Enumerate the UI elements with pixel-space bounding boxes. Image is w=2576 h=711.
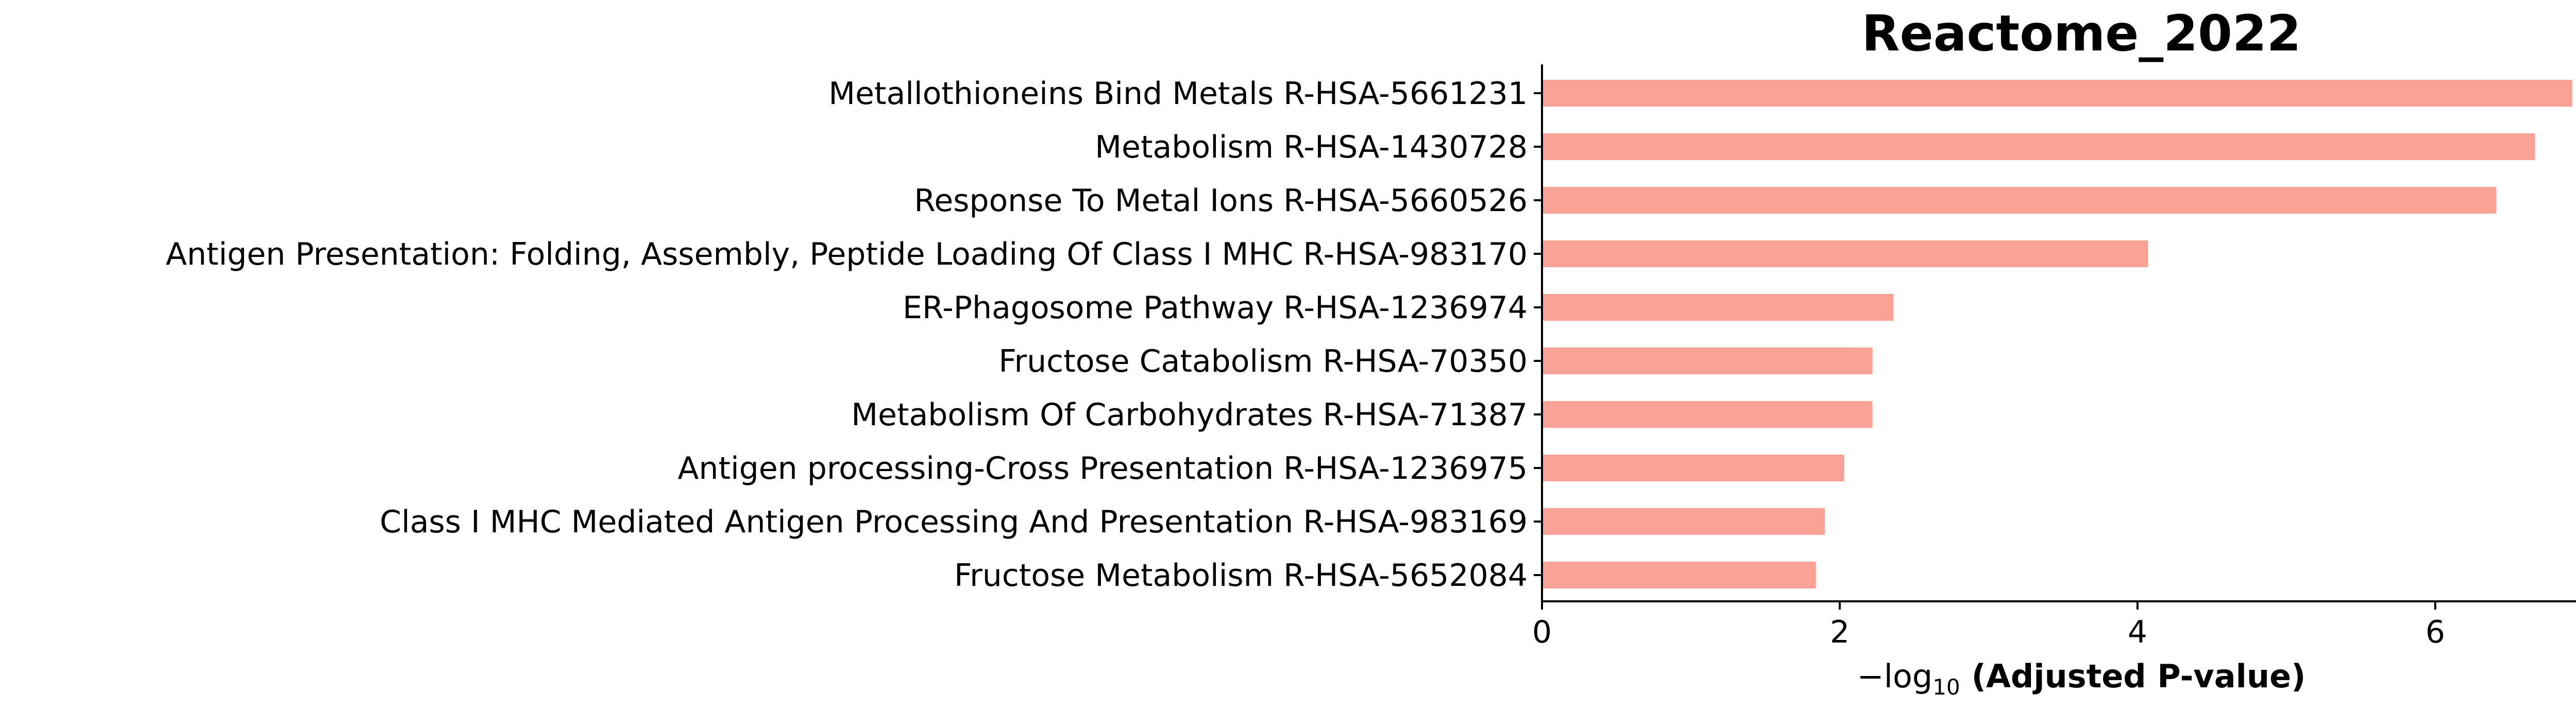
- bar-7: [1542, 455, 1844, 481]
- category-label-6: Metabolism Of Carbohydrates R-HSA-71387: [851, 397, 1528, 433]
- bar-5: [1542, 348, 1873, 374]
- bar-3: [1542, 240, 2148, 267]
- chart-title: Reactome_2022: [1862, 5, 2301, 62]
- category-label-9: Fructose Metabolism R-HSA-5652084: [954, 558, 1528, 594]
- bars-group: [1542, 80, 2572, 588]
- bar-0: [1542, 80, 2572, 107]
- x-tick-label-1: 2: [1830, 614, 1850, 650]
- bar-4: [1542, 294, 1893, 321]
- category-label-5: Fructose Catabolism R-HSA-70350: [998, 343, 1528, 379]
- x-axis-label-subscript: 10: [1933, 674, 1960, 700]
- bar-6: [1542, 401, 1873, 428]
- category-label-4: ER-Phagosome Pathway R-HSA-1236974: [903, 290, 1528, 326]
- x-axis-label: −log10 (Adjusted P-value): [1857, 657, 2306, 700]
- bar-1: [1542, 133, 2535, 160]
- category-label-3: Antigen Presentation: Folding, Assembly,…: [166, 236, 1528, 272]
- category-label-1: Metabolism R-HSA-1430728: [1095, 129, 1528, 165]
- x-axis-label-prefix: −log: [1857, 657, 1933, 695]
- x-tick-label-2: 4: [2128, 614, 2147, 650]
- x-axis-label-bold: (Adjusted P-value): [1972, 657, 2306, 695]
- bar-2: [1542, 187, 2497, 214]
- category-label-8: Class I MHC Mediated Antigen Processing …: [380, 504, 1528, 540]
- category-label-7: Antigen processing-Cross Presentation R-…: [677, 450, 1528, 487]
- category-labels-group: Metallothioneins Bind Metals R-HSA-56612…: [166, 76, 1542, 594]
- category-label-0: Metallothioneins Bind Metals R-HSA-56612…: [828, 76, 1528, 112]
- bar-8: [1542, 508, 1825, 535]
- x-ticks-group: 0 2 4 6: [1532, 601, 2445, 650]
- x-tick-label-3: 6: [2426, 614, 2445, 650]
- x-tick-label-0: 0: [1532, 614, 1552, 650]
- category-label-2: Response To Metal Ions R-HSA-5660526: [914, 183, 1528, 219]
- bar-9: [1542, 562, 1816, 588]
